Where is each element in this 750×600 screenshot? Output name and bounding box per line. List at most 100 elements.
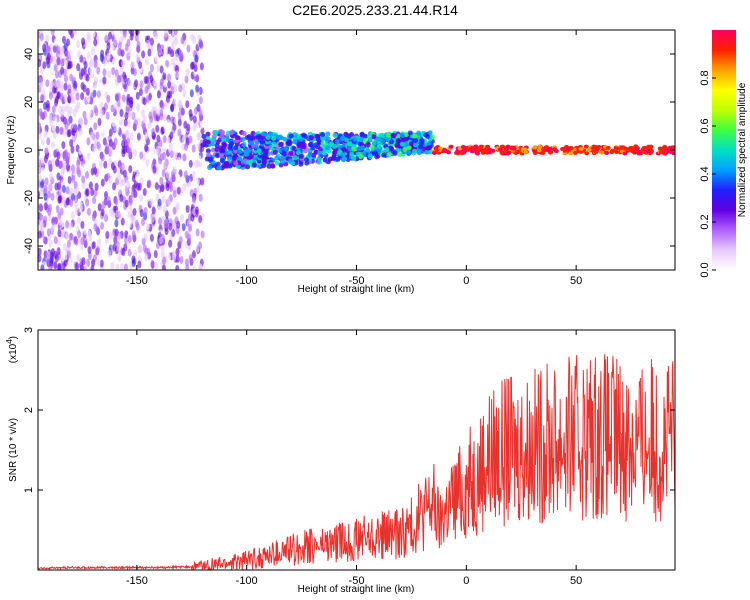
spectrogram-cell — [63, 252, 68, 261]
spectrogram-cell — [62, 35, 67, 44]
spectrogram-cell — [81, 257, 86, 266]
spectrogram-cell — [65, 197, 70, 206]
colorbar-tick-label: 0.0 — [699, 262, 711, 277]
spectrogram-cell — [191, 250, 196, 259]
spectrogram-cell — [76, 40, 81, 49]
spectrogram-cell — [163, 79, 168, 88]
spectrogram-cell — [241, 142, 247, 148]
y-tick-label: 1 — [23, 487, 35, 493]
spectrogram-cell — [87, 252, 92, 261]
spectrogram-cell — [105, 230, 110, 239]
spectrogram-cell — [46, 103, 51, 112]
spectrogram-cell — [610, 148, 616, 153]
spectrogram-cell — [98, 71, 103, 80]
spectrogram-cell — [245, 164, 251, 170]
spectrogram-x-ticks: -150 -100 -50 0 50 — [126, 30, 582, 287]
spectrogram-cell — [358, 137, 364, 143]
spectrogram-cell — [205, 139, 211, 145]
spectrogram-cell — [181, 223, 186, 232]
spectrogram-cell — [96, 258, 101, 267]
spectrogram-cell — [96, 245, 101, 254]
spectrogram-cell — [52, 131, 57, 140]
spectrogram-cell — [568, 145, 574, 150]
spectrogram-cell — [116, 92, 121, 101]
spectrogram-cell — [81, 181, 86, 190]
spectrogram-cell — [80, 92, 85, 101]
spectrogram-cell — [123, 74, 128, 83]
spectrogram-cell — [46, 45, 51, 54]
spectrogram-cell — [384, 147, 390, 153]
spectrogram-cell — [124, 112, 129, 121]
spectrogram-cell — [144, 144, 149, 153]
spectrogram-cell — [149, 233, 154, 242]
spectrogram-cell — [70, 164, 75, 173]
spectrogram-cell — [662, 144, 668, 149]
spectrogram-cell — [141, 50, 146, 59]
spectrogram-cell — [57, 211, 62, 220]
spectrogram-cell — [123, 243, 128, 252]
spectrogram-cell — [283, 146, 289, 152]
snr-marks — [38, 354, 675, 570]
spectrogram-cell — [223, 161, 229, 167]
spectrogram-cell — [44, 177, 49, 186]
spectrogram-cell — [81, 175, 86, 184]
spectrogram-cell — [146, 81, 151, 90]
spectrogram-cell — [73, 123, 78, 132]
spectrogram-cell — [295, 150, 301, 156]
spectrogram-cell — [77, 50, 82, 59]
spectrogram-cell — [150, 37, 155, 46]
spectrogram-cell — [360, 145, 366, 151]
spectrogram-cell — [94, 182, 99, 191]
spectrogram-cell — [77, 230, 82, 239]
spectrogram-cell — [278, 141, 284, 147]
spectrogram-cell — [51, 216, 56, 225]
spectrogram-cell — [75, 262, 80, 270]
spectrogram-cell — [149, 75, 154, 84]
spectrogram-cell — [114, 102, 119, 111]
x-tick-label: -100 — [236, 275, 258, 287]
spectrogram-cell — [156, 134, 161, 143]
spectrogram-cell — [140, 250, 145, 259]
spectrogram-cell — [139, 151, 144, 160]
spectrogram-cell — [127, 219, 132, 228]
spectrogram-cell — [133, 190, 138, 199]
spectrogram-cell — [42, 110, 47, 119]
snr-series-line — [38, 354, 675, 570]
spectrogram-cell — [237, 149, 243, 155]
spectrogram-cell — [210, 137, 216, 143]
spectrogram-cell — [159, 81, 164, 90]
spectrogram-cell — [150, 146, 155, 155]
spectrogram-cell — [45, 56, 50, 65]
spectrogram-cell — [70, 211, 75, 220]
spectrogram-cell — [159, 152, 164, 161]
spectrogram-cell — [127, 248, 132, 257]
spectrogram-cell — [76, 63, 81, 72]
spectrogram-cell — [304, 157, 310, 163]
spectrogram-cell — [130, 60, 135, 69]
spectrogram-cell — [233, 160, 239, 166]
spectrogram-cell — [63, 149, 68, 158]
spectrogram-cell — [106, 196, 111, 205]
spectrogram-cell — [272, 149, 278, 155]
spectrogram-cell — [99, 84, 104, 93]
spectrogram-cell — [50, 141, 55, 150]
spectrogram-cell — [145, 150, 150, 159]
spectrogram-cell — [160, 184, 165, 193]
spectrogram-cell — [39, 111, 44, 120]
spectrogram-cell — [241, 130, 247, 136]
spectrogram-cell — [198, 263, 203, 270]
spectrogram-cell — [121, 139, 126, 148]
spectrogram-cell — [61, 230, 66, 239]
spectrogram-cell — [60, 58, 65, 67]
spectrogram-cell — [671, 151, 675, 156]
spectrogram-cell — [176, 186, 181, 195]
spectrogram-cell — [66, 118, 71, 127]
spectrogram-cell — [325, 131, 331, 137]
spectrogram-cell — [69, 187, 74, 196]
spectrogram-cell — [248, 153, 254, 159]
spectrogram-cell — [166, 197, 171, 206]
spectrogram-cell — [104, 33, 109, 42]
spectrogram-cell — [170, 49, 175, 58]
spectrogram-cell — [38, 165, 41, 174]
spectrogram-cell — [351, 146, 357, 152]
